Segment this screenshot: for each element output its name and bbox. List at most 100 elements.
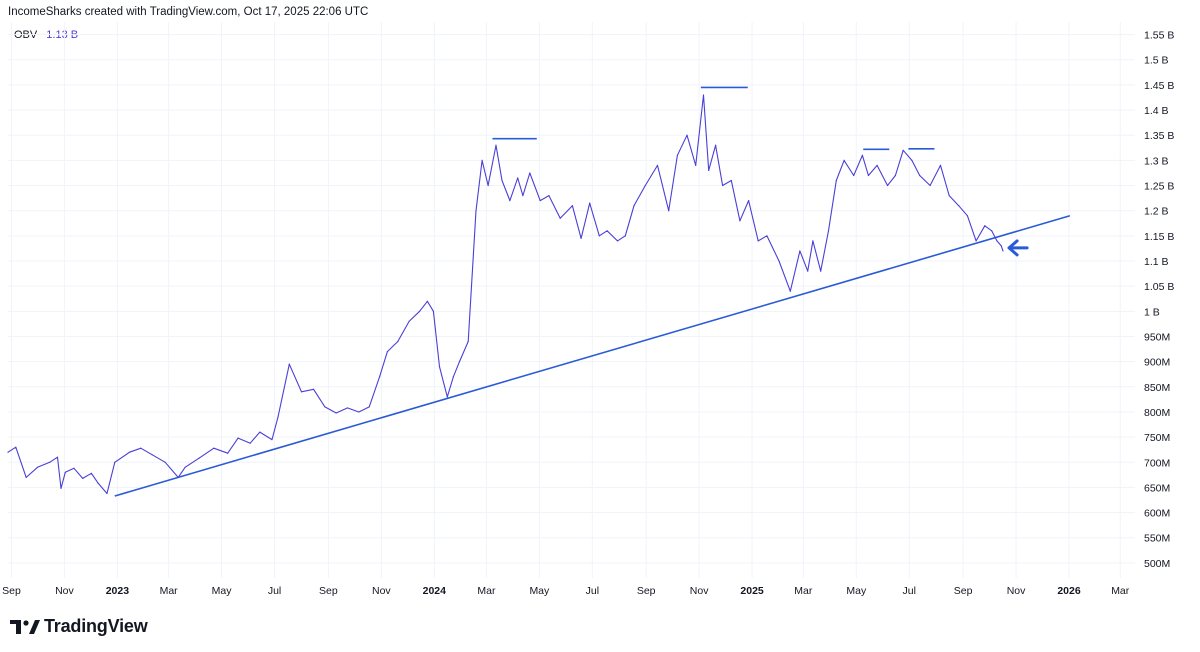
obv-data-point <box>757 240 759 242</box>
obv-data-point <box>249 442 251 444</box>
obv-data-point <box>778 260 780 262</box>
x-tick-label: May <box>846 585 867 597</box>
obv-data-point <box>656 164 659 167</box>
obv-data-point <box>668 210 670 212</box>
obv-data-point <box>271 439 273 441</box>
obv-data-point <box>237 437 239 439</box>
obv-data-point <box>7 451 9 453</box>
obv-data-point <box>522 194 524 197</box>
obv-data-point <box>73 467 75 469</box>
obv-data-point <box>346 407 349 409</box>
arrow-head <box>1007 239 1019 257</box>
logo-text: TradingView <box>44 616 148 636</box>
time-axis[interactable]: Sep Nov 2023 Mar May Jul Sep Nov 2024 Mar May Jul Se… <box>2 585 1130 597</box>
x-tick-label: Nov <box>1007 585 1026 597</box>
obv-data-point <box>82 477 84 479</box>
support-trendline <box>114 214 1071 497</box>
obv-data-point <box>991 230 993 232</box>
obv-data-point <box>140 447 142 449</box>
obv-data-point <box>49 461 51 463</box>
obv-data-point <box>475 210 477 212</box>
obv-data-point <box>128 451 131 453</box>
obv-data-point <box>227 452 229 454</box>
obv-data-point <box>358 411 360 413</box>
obv-data-point <box>812 240 814 242</box>
obv-data-point <box>843 159 845 161</box>
obv-data-point <box>984 225 986 227</box>
y-tick-label: 750M <box>1144 432 1170 444</box>
obv-data-point <box>948 194 950 197</box>
obv-data-point <box>748 200 750 202</box>
arrow-left-icon <box>1007 239 1029 257</box>
obv-data-point <box>739 220 741 222</box>
obv-data-point <box>481 159 483 161</box>
x-tick-label: Mar <box>160 585 179 597</box>
y-tick-label: 1.4 B <box>1144 105 1169 117</box>
obv-data-point <box>686 134 688 136</box>
obv-data-point <box>259 431 261 433</box>
obv-data-point <box>580 237 582 239</box>
obv-data-point <box>529 172 531 174</box>
x-tick-label: Sep <box>319 585 338 597</box>
y-tick-label: 1.5 B <box>1144 55 1169 67</box>
x-tick-label: Sep <box>954 585 973 597</box>
y-tick-label: 550M <box>1144 533 1170 545</box>
obv-data-point <box>911 159 913 161</box>
obv-data-point <box>589 202 591 204</box>
obv-data-point <box>501 179 503 182</box>
price-axis[interactable]: 500M 550M 600M 650M 700M 750M 800M 850M 900M 950M… <box>1144 30 1174 570</box>
y-tick-label: 1 B <box>1144 306 1160 318</box>
obv-data-point <box>517 177 519 179</box>
obv-data-point <box>715 144 717 146</box>
y-tick-label: 650M <box>1144 482 1170 494</box>
x-tick-label: Jul <box>268 585 281 597</box>
obv-data-point <box>408 320 410 322</box>
obv-data-point <box>509 200 511 202</box>
obv-data-point <box>606 230 608 232</box>
obv-data-point <box>867 174 870 177</box>
obv-data-point <box>97 482 99 485</box>
x-tick-label: Sep <box>2 585 21 597</box>
obv-data-point <box>90 472 92 474</box>
x-tick-label: Jul <box>903 585 916 597</box>
y-tick-label: 1.55 B <box>1144 30 1174 42</box>
obv-data-point <box>164 461 166 463</box>
obv-data-point <box>975 240 977 242</box>
obv-data-point <box>300 391 303 393</box>
obv-data-point <box>789 290 791 292</box>
obv-data-point <box>213 447 215 449</box>
obv-data-point <box>106 492 108 495</box>
trendline-layer <box>114 214 1071 497</box>
y-tick-label: 850M <box>1144 382 1170 394</box>
obv-data-point <box>939 164 942 167</box>
obv-data-point <box>25 476 27 478</box>
obv-data-point <box>820 270 822 272</box>
obv-data-point <box>799 250 801 252</box>
x-tick-label: Nov <box>372 585 391 597</box>
x-tick-label: Nov <box>55 585 74 597</box>
obv-data-point <box>708 169 710 172</box>
y-tick-label: 500M <box>1144 558 1170 570</box>
obv-data-point <box>335 412 337 414</box>
y-tick-label: 700M <box>1144 457 1170 469</box>
obv-data-point <box>418 310 421 312</box>
obv-data-point <box>559 217 561 219</box>
y-tick-label: 600M <box>1144 508 1170 520</box>
x-tick-label: 2026 <box>1057 585 1081 597</box>
y-tick-label: 1.45 B <box>1144 80 1174 92</box>
obv-data-point <box>929 184 931 187</box>
obv-data-point <box>919 174 921 177</box>
obv-data-point <box>966 215 969 217</box>
tradingview-logo-icon <box>10 619 40 634</box>
obv-chart[interactable]: 500M 550M 600M 650M 700M 750M 800M 850M 900M 950M… <box>0 0 1200 610</box>
obv-data-point <box>633 205 635 207</box>
obv-data-point <box>446 396 448 398</box>
x-tick-label: May <box>212 585 233 597</box>
obv-data-point <box>571 205 573 207</box>
obv-data-point <box>15 446 17 448</box>
obv-data-point <box>64 471 66 473</box>
x-tick-label: Mar <box>477 585 496 597</box>
obv-data-point <box>958 205 960 207</box>
tradingview-logo[interactable]: TradingView <box>10 616 148 637</box>
obv-data-point <box>807 270 809 272</box>
